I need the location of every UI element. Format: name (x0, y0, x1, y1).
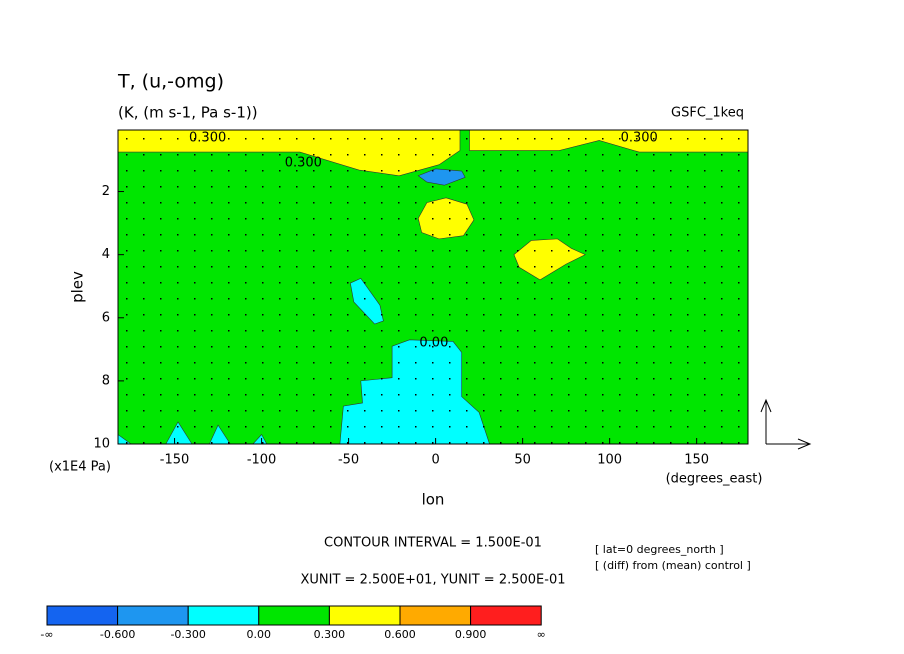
colorbar-box (117, 605, 189, 626)
plot-frame (117, 129, 749, 445)
note: CONTOUR INTERVAL = 1.500E-01 (324, 536, 542, 551)
colorbar-label: 0.600 (384, 628, 416, 641)
chart-subtitle: (K, (m s-1, Pa s-1)) (118, 104, 258, 122)
colorbar-box (328, 605, 401, 626)
colorbar-label: -0.300 (170, 628, 205, 641)
x-tick-label: 0 (431, 453, 439, 468)
x-tick-label: -100 (247, 453, 277, 468)
x-tick-label: 50 (514, 453, 531, 468)
contour-label: 0.00 (419, 336, 448, 351)
contour-label: 0.300 (285, 156, 322, 171)
x-unit-label: (degrees_east) (666, 472, 763, 487)
y-tick-label: 10 (93, 437, 110, 452)
contour-label: 0.300 (621, 130, 658, 145)
y-tick-label: 2 (102, 184, 110, 199)
contour-label: 0.300 (189, 130, 226, 145)
colorbar-label: -0.600 (100, 628, 135, 641)
x-axis-label: lon (422, 491, 445, 509)
colorbar-box (187, 605, 260, 626)
y-unit-label: (x1E4 Pa) (49, 460, 111, 475)
dataset-label: GSFC_1keq (671, 106, 744, 121)
reference-arrows (760, 398, 812, 450)
x-tick-label: -50 (338, 453, 359, 468)
y-tick-label: 6 (102, 310, 110, 325)
colorbar-box (399, 605, 472, 626)
colorbar-box (470, 605, 542, 626)
info: [ lat=0 degrees_north ] (595, 543, 724, 556)
colorbar-label: -∞ (40, 628, 53, 641)
colorbar-label: 0.300 (314, 628, 346, 641)
note: XUNIT = 2.500E+01, YUNIT = 2.500E-01 (301, 573, 566, 588)
vector-field (118, 130, 748, 444)
colorbar-label: 0.900 (455, 628, 487, 641)
info: [ (diff) from (mean) control ] (595, 559, 751, 572)
x-tick-label: -150 (160, 453, 190, 468)
colorbar-label: ∞ (537, 628, 546, 641)
x-tick-label: 150 (684, 453, 709, 468)
chart-title: T, (u,-omg) (117, 71, 224, 93)
x-tick-label: 100 (597, 453, 622, 468)
colorbar-label: 0.00 (247, 628, 272, 641)
colorbar-box (46, 605, 119, 626)
y-tick-label: 8 (102, 373, 110, 388)
y-axis-label: plev (69, 271, 87, 303)
colorbar-box (258, 605, 330, 626)
y-tick-label: 4 (102, 247, 110, 262)
